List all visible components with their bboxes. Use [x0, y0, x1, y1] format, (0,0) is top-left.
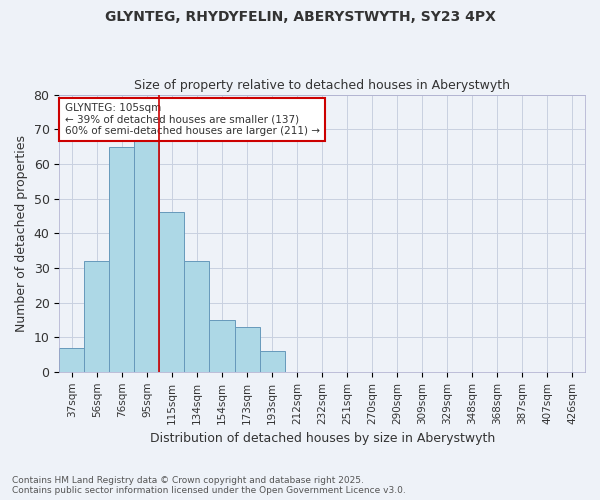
Bar: [160, 212, 184, 372]
Text: GLYNTEG, RHYDYFELIN, ABERYSTWYTH, SY23 4PX: GLYNTEG, RHYDYFELIN, ABERYSTWYTH, SY23 4…: [104, 10, 496, 24]
Bar: [209, 320, 235, 372]
Text: GLYNTEG: 105sqm
← 39% of detached houses are smaller (137)
60% of semi-detached : GLYNTEG: 105sqm ← 39% of detached houses…: [65, 103, 320, 136]
Title: Size of property relative to detached houses in Aberystwyth: Size of property relative to detached ho…: [134, 79, 510, 92]
Bar: [184, 261, 209, 372]
Bar: [134, 136, 160, 372]
Y-axis label: Number of detached properties: Number of detached properties: [15, 134, 28, 332]
Bar: [109, 146, 134, 372]
Bar: [260, 351, 284, 372]
Bar: [85, 261, 109, 372]
Bar: [59, 348, 85, 372]
Bar: [235, 327, 260, 372]
Text: Contains HM Land Registry data © Crown copyright and database right 2025.
Contai: Contains HM Land Registry data © Crown c…: [12, 476, 406, 495]
X-axis label: Distribution of detached houses by size in Aberystwyth: Distribution of detached houses by size …: [149, 432, 495, 445]
